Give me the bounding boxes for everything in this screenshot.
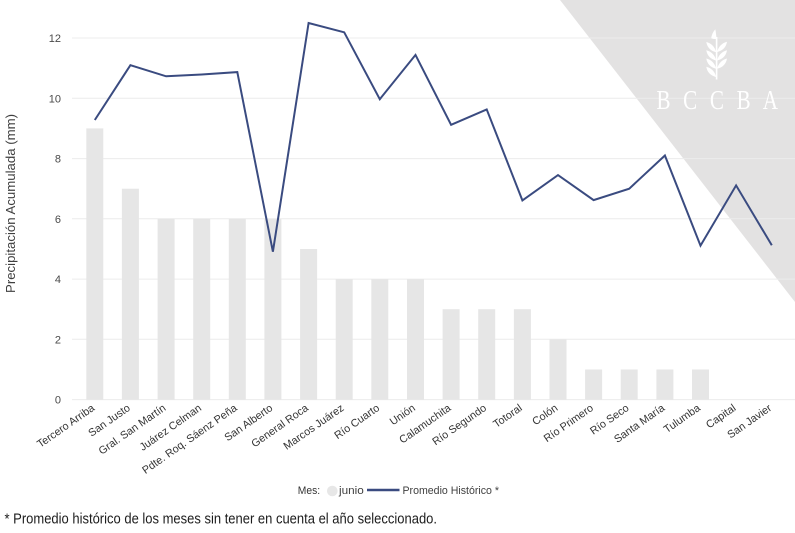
svg-text:B: B — [737, 86, 751, 116]
svg-text:12: 12 — [49, 33, 61, 45]
svg-text:6: 6 — [55, 214, 61, 226]
svg-text:Mes:: Mes: — [298, 485, 320, 497]
svg-text:8: 8 — [55, 154, 61, 166]
svg-text:0: 0 — [55, 395, 61, 407]
svg-text:junio: junio — [338, 485, 364, 497]
svg-text:10: 10 — [49, 93, 61, 105]
svg-text:* Promedio histórico de los me: * Promedio histórico de los meses sin te… — [5, 510, 438, 527]
svg-text:Promedio Histórico *: Promedio Histórico * — [403, 485, 500, 497]
svg-text:2: 2 — [55, 334, 61, 346]
svg-text:Precipitación Acumulada (mm): Precipitación Acumulada (mm) — [4, 114, 18, 293]
svg-text:B: B — [656, 86, 670, 116]
svg-text:4: 4 — [55, 274, 61, 286]
svg-text:C: C — [683, 86, 697, 116]
svg-text:A: A — [763, 86, 779, 116]
svg-text:C: C — [710, 86, 724, 116]
